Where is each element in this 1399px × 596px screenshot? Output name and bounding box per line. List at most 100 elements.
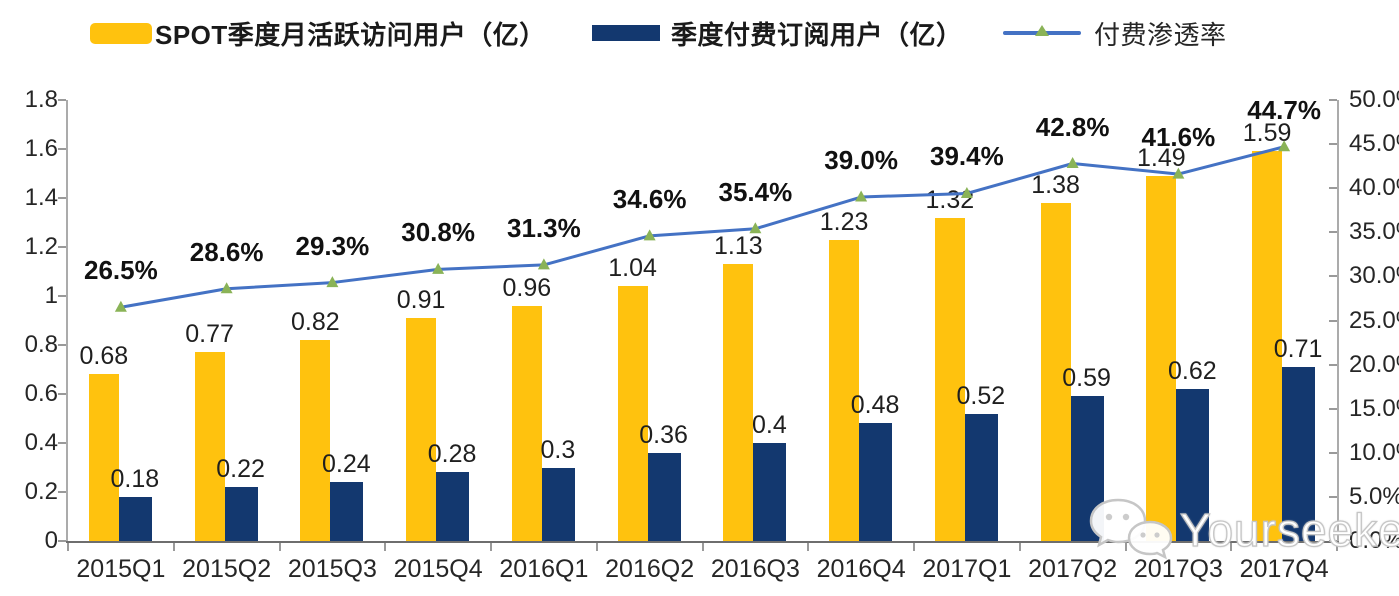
y-axis-left xyxy=(66,100,68,543)
x-axis-tick xyxy=(172,543,175,551)
penetration-value-label: 31.3% xyxy=(507,212,581,243)
triangle-marker-icon xyxy=(114,300,127,312)
penetration-value-label: 28.6% xyxy=(189,236,264,267)
x-axis-tick xyxy=(490,543,492,551)
mau-bar xyxy=(511,305,542,541)
y-axis-right-label: 0.0% xyxy=(1349,527,1399,554)
y-axis-right-label: 10.0% xyxy=(1349,438,1399,466)
y-axis-right-label: 20.0% xyxy=(1349,350,1399,378)
y-axis-left-label: 0 xyxy=(44,527,58,554)
y-axis-left-tick xyxy=(58,99,66,101)
mau-value-label: 0.68 xyxy=(79,342,129,371)
y-axis-right xyxy=(1337,100,1339,543)
subscribers-bar xyxy=(118,496,152,541)
y-axis-right-label: 30.0% xyxy=(1349,262,1399,290)
y-axis-left-label: 1.4 xyxy=(24,184,58,211)
mau-value-label: 0.91 xyxy=(396,286,446,315)
x-axis-label: 2017Q1 xyxy=(922,555,1012,583)
y-axis-right-label: 5.0% xyxy=(1349,482,1399,510)
subscribers-value-label: 0.52 xyxy=(956,381,1006,410)
y-axis-right-tick xyxy=(1329,99,1337,101)
penetration-value-label: 35.4% xyxy=(718,176,793,207)
legend-label-mau: SPOT季度月活跃访问用户（亿） xyxy=(155,19,546,50)
subscribers-bar xyxy=(541,467,575,541)
subscribers-value-label: 0.48 xyxy=(850,391,900,420)
mau-value-label: 1.49 xyxy=(1137,143,1186,172)
x-axis-label: 2015Q4 xyxy=(393,555,483,583)
legend-label-penetration: 付费渗透率 xyxy=(1094,19,1227,50)
penetration-value-label: 41.6% xyxy=(1141,122,1216,153)
subscribers-value-label: 0.3 xyxy=(540,435,576,464)
mau-bar xyxy=(723,264,754,541)
y-axis-left-label: 0.2 xyxy=(24,478,58,505)
y-axis-left-label: 1.8 xyxy=(24,86,58,113)
y-axis-right-tick xyxy=(1329,319,1337,322)
y-axis-left-tick xyxy=(58,148,66,150)
subscribers-bar xyxy=(1176,389,1210,541)
penetration-value-label: 30.8% xyxy=(401,217,475,248)
x-axis-label: 2016Q1 xyxy=(499,555,589,583)
subscribers-bar xyxy=(1282,367,1316,541)
mau-bar xyxy=(1146,175,1177,541)
triangle-marker-icon xyxy=(749,222,762,234)
triangle-marker-icon xyxy=(326,276,339,288)
y-axis-left-label: 0.8 xyxy=(24,331,58,358)
subscribers-value-label: 0.71 xyxy=(1273,335,1323,364)
y-axis-right-tick xyxy=(1329,143,1337,146)
x-axis-tick xyxy=(913,543,915,551)
triangle-marker-icon xyxy=(1066,157,1079,169)
subscribers-value-label: 0.28 xyxy=(427,440,477,469)
triangle-marker-icon xyxy=(220,282,233,294)
subscribers-value-label: 0.18 xyxy=(110,464,160,493)
y-axis-left-tick xyxy=(58,491,66,493)
y-axis-right-label: 50.0% xyxy=(1349,86,1399,113)
y-axis-left-tick xyxy=(58,344,66,346)
penetration-value-label: 42.8% xyxy=(1035,111,1110,142)
subscribers-bar xyxy=(753,443,787,541)
x-axis-label: 2016Q3 xyxy=(710,555,800,583)
mau-bar xyxy=(617,286,648,541)
mau-bar xyxy=(300,340,331,541)
triangle-marker-icon xyxy=(855,190,868,202)
mau-value-label: 0.82 xyxy=(291,308,340,337)
penetration-value-label: 39.0% xyxy=(824,145,898,176)
y-axis-left-label: 0.6 xyxy=(24,380,58,407)
x-axis-tick xyxy=(1124,543,1127,551)
mau-value-label: 1.04 xyxy=(608,254,657,283)
subscribers-bar xyxy=(436,472,470,541)
x-axis-tick xyxy=(278,543,281,551)
x-axis-tick xyxy=(701,543,704,551)
subscribers-bar xyxy=(964,413,998,541)
y-axis-right-label: 45.0% xyxy=(1349,130,1399,158)
y-axis-right-tick xyxy=(1329,495,1337,498)
triangle-marker-icon xyxy=(1278,140,1291,152)
x-axis-label: 2017Q2 xyxy=(1028,555,1118,583)
navy-bar-swatch xyxy=(592,25,660,41)
x-axis-tick xyxy=(595,543,598,551)
subscribers-value-label: 0.24 xyxy=(322,450,371,479)
y-axis-left-tick xyxy=(58,442,66,444)
x-axis-label: 2017Q3 xyxy=(1133,555,1223,583)
legend-item-subscribers: 季度付费订阅用户（亿） xyxy=(592,16,963,50)
x-axis-label: 2015Q1 xyxy=(76,555,166,583)
subscribers-value-label: 0.36 xyxy=(639,420,688,449)
mau-bar xyxy=(194,352,225,541)
y-axis-left-label: 1 xyxy=(44,282,58,309)
y-axis-left-label: 1.2 xyxy=(24,233,58,260)
mau-bar xyxy=(829,239,860,541)
subscribers-bar xyxy=(647,452,681,541)
y-axis-right-tick xyxy=(1329,451,1337,454)
subscribers-value-label: 0.59 xyxy=(1062,364,1111,393)
y-axis-left-tick xyxy=(58,295,66,297)
legend-label-subscribers: 季度付费订阅用户（亿） xyxy=(671,19,963,50)
triangle-marker-icon xyxy=(643,229,656,241)
legend-triangle-icon xyxy=(1035,25,1049,36)
x-axis-tick xyxy=(1230,543,1233,551)
subscribers-bar xyxy=(859,423,893,541)
triangle-marker-icon xyxy=(537,258,550,270)
triangle-marker-icon xyxy=(1172,167,1185,179)
y-axis-right-tick xyxy=(1329,407,1337,410)
x-axis-label: 2016Q4 xyxy=(816,555,906,583)
mau-bar xyxy=(934,217,965,541)
subscribers-value-label: 0.22 xyxy=(216,455,265,484)
